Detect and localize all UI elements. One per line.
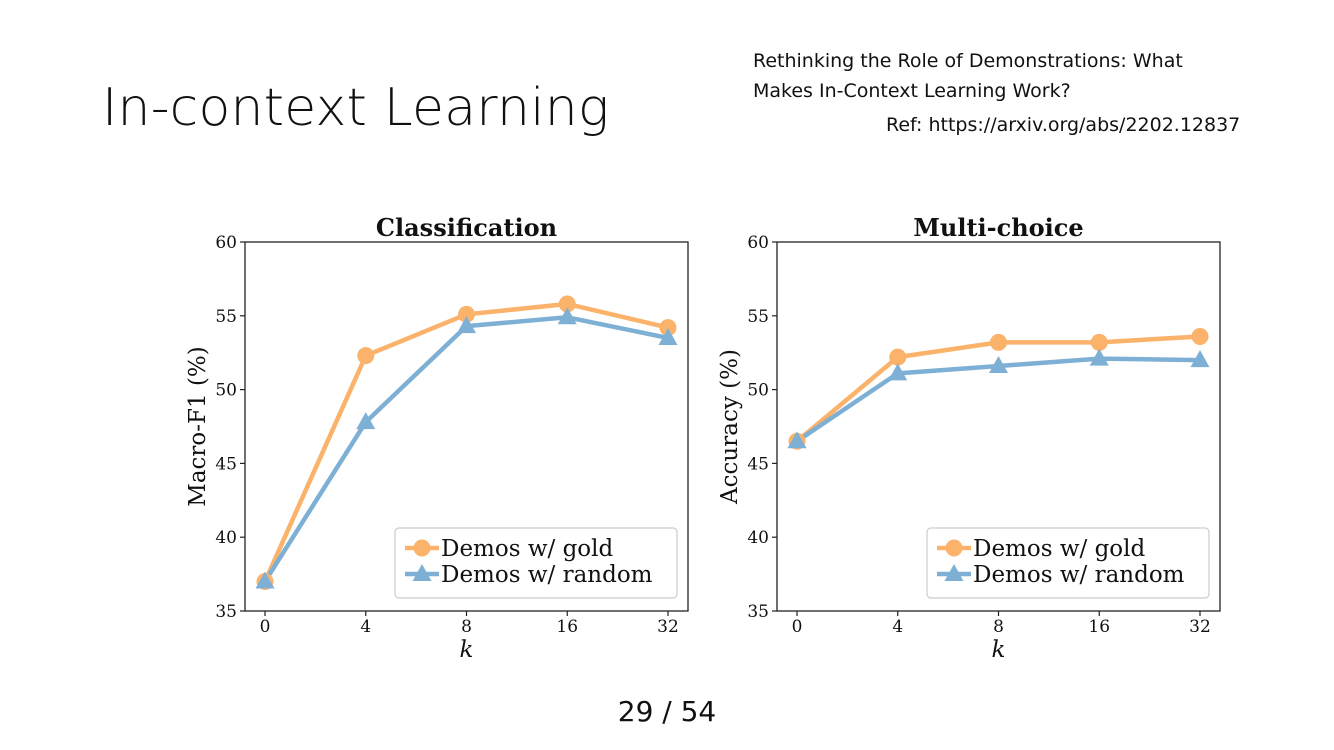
x-tick-label: 4 bbox=[360, 617, 371, 637]
y-tick-label: 35 bbox=[215, 602, 237, 622]
data-point-random bbox=[658, 327, 678, 345]
x-axis-label: k bbox=[460, 637, 474, 663]
y-axis-label: Macro-F1 (%) bbox=[185, 346, 211, 506]
y-tick-label: 50 bbox=[747, 381, 769, 401]
reference-title-line-2: Makes In-Context Learning Work? bbox=[753, 80, 1071, 102]
chart-title: Multi-choice bbox=[913, 213, 1083, 242]
data-point-gold bbox=[1191, 327, 1209, 345]
legend-label: Demos w/ random bbox=[441, 562, 653, 588]
chart-0: Classification 35 40 45 50 55 60 0 4 8 16 32 k Macro-… bbox=[185, 213, 689, 663]
y-tick-label: 40 bbox=[747, 528, 769, 548]
data-point-gold bbox=[357, 347, 375, 365]
data-point-gold bbox=[990, 333, 1007, 351]
slide-title: In-context Learning bbox=[102, 78, 610, 138]
legend-marker-gold bbox=[413, 539, 431, 557]
chart-1: Multi-choice 35 40 45 50 55 60 0 4 8 16 32 k Accuracy… bbox=[717, 213, 1221, 663]
x-tick-label: 16 bbox=[556, 617, 578, 637]
reference-url: Ref: https://arxiv.org/abs/2202.12837 bbox=[886, 114, 1241, 136]
data-point-gold bbox=[659, 319, 677, 337]
legend-box bbox=[394, 527, 678, 599]
y-tick-label: 60 bbox=[747, 233, 769, 253]
y-tick-label: 60 bbox=[215, 233, 237, 253]
y-tick-label: 45 bbox=[747, 454, 769, 474]
legend-label: Demos w/ random bbox=[973, 562, 1185, 588]
legend-box bbox=[926, 527, 1210, 599]
x-tick-label: 4 bbox=[892, 617, 903, 637]
chart-title: Classification bbox=[376, 213, 557, 242]
data-point-gold bbox=[558, 295, 576, 313]
series-line-gold bbox=[794, 334, 1203, 444]
data-point-random bbox=[888, 363, 908, 381]
reference-title: Rethinking the Role of Demonstrations: W… bbox=[753, 46, 1313, 106]
data-point-random bbox=[1190, 350, 1210, 368]
data-point-random bbox=[255, 571, 275, 589]
x-tick-label: 0 bbox=[792, 617, 803, 637]
legend-marker-random bbox=[412, 564, 432, 581]
data-point-random bbox=[557, 307, 577, 325]
y-tick-label: 55 bbox=[747, 307, 769, 327]
legend-marker-gold bbox=[945, 539, 963, 557]
x-tick-label: 32 bbox=[1189, 617, 1211, 637]
x-tick-label: 0 bbox=[260, 617, 271, 637]
legend-label: Demos w/ gold bbox=[973, 536, 1145, 562]
data-point-random bbox=[1089, 348, 1109, 366]
legend-marker-random bbox=[944, 564, 964, 581]
x-axis-label: k bbox=[992, 637, 1006, 663]
y-tick-label: 35 bbox=[747, 602, 769, 622]
data-point-random bbox=[787, 431, 807, 449]
data-point-gold bbox=[458, 305, 475, 323]
y-axis-label: Accuracy (%) bbox=[717, 349, 743, 505]
x-tick-label: 8 bbox=[993, 617, 1004, 637]
page-number: 29 / 54 bbox=[617, 695, 717, 728]
y-tick-label: 50 bbox=[215, 381, 237, 401]
y-tick-label: 40 bbox=[215, 528, 237, 548]
reference-title-line-1: Rethinking the Role of Demonstrations: W… bbox=[753, 50, 1183, 72]
y-tick-label: 45 bbox=[215, 454, 237, 474]
data-point-random bbox=[989, 355, 1008, 373]
legend-label: Demos w/ gold bbox=[441, 536, 613, 562]
data-point-random bbox=[457, 316, 476, 334]
data-point-gold bbox=[1090, 333, 1108, 351]
x-tick-label: 32 bbox=[657, 617, 679, 637]
x-tick-label: 8 bbox=[461, 617, 472, 637]
data-point-gold bbox=[889, 348, 907, 366]
y-tick-label: 55 bbox=[215, 307, 237, 327]
x-tick-label: 16 bbox=[1088, 617, 1110, 637]
data-point-random bbox=[356, 412, 376, 430]
